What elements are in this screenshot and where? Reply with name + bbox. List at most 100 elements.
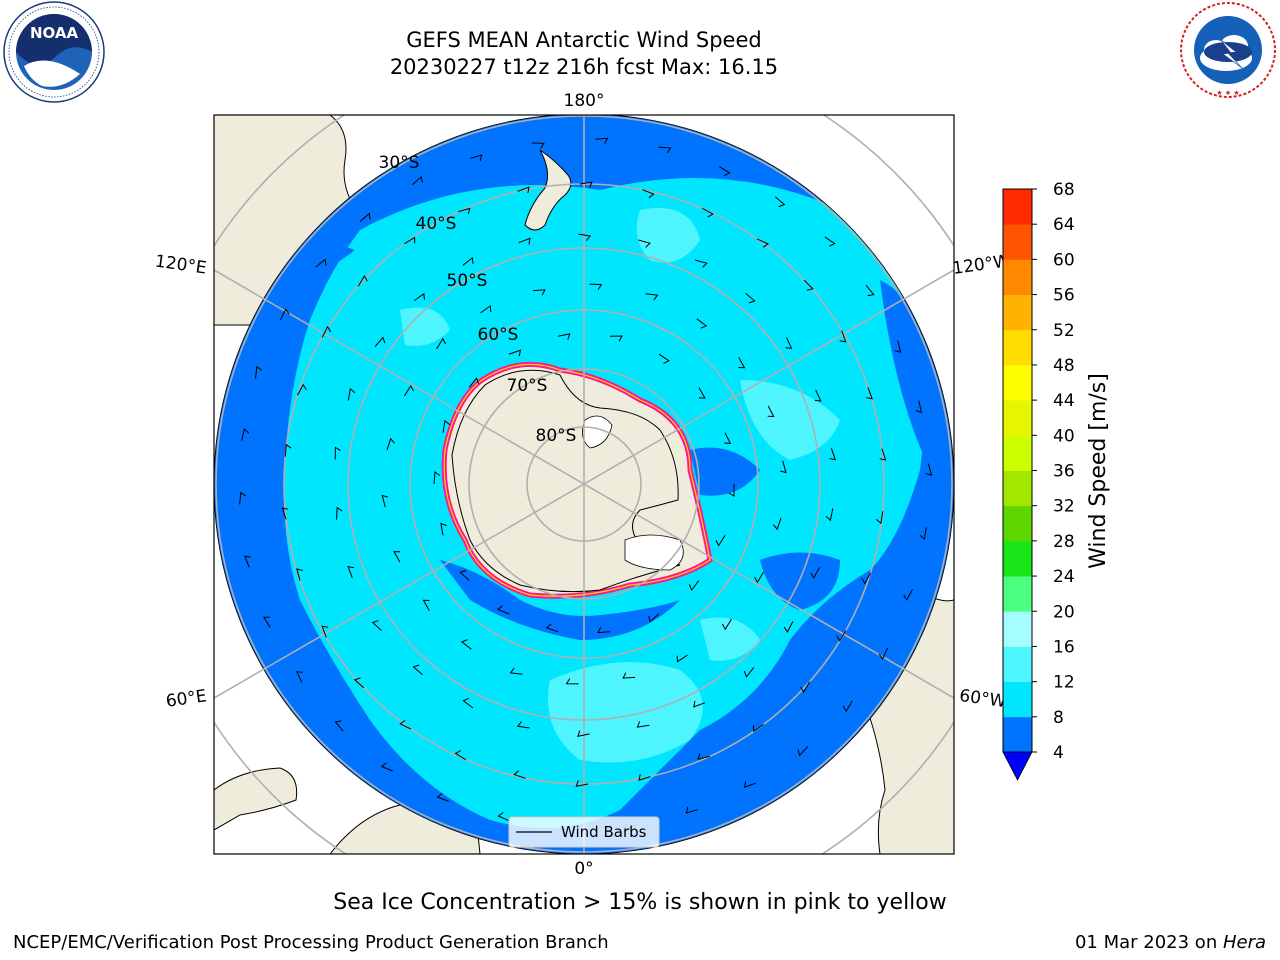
wind-barb	[433, 471, 441, 485]
lat-label-80s: 80°S	[536, 426, 577, 446]
wind-barb	[513, 770, 526, 779]
wind-barb	[336, 506, 343, 520]
colorbar-segment	[1003, 400, 1032, 436]
wind-barb	[321, 625, 329, 638]
wind-barb	[919, 527, 927, 541]
wind-barb	[459, 570, 470, 581]
wind-barb	[241, 428, 250, 441]
wind-barb	[321, 325, 332, 338]
wind-barb	[879, 448, 887, 461]
wind-barb	[422, 599, 430, 612]
wind-barb	[334, 446, 341, 460]
wind-barb	[413, 292, 425, 302]
lon-label-0: 0°	[574, 859, 593, 879]
wind-barb	[702, 207, 714, 218]
wind-barb	[460, 639, 472, 650]
wind-barb	[462, 697, 474, 709]
colorbar-tick-label: 12	[1053, 673, 1075, 693]
wind-barb	[577, 730, 590, 737]
wind-barb	[842, 700, 853, 713]
colorbar-tick-label: 40	[1053, 426, 1075, 446]
colorbar-tick-label: 56	[1053, 286, 1075, 306]
wind-barb	[509, 667, 523, 675]
wind-barb	[693, 700, 706, 708]
colorbar-tick-label: 60	[1053, 250, 1075, 270]
wind-barb	[676, 654, 688, 663]
wind-barb	[508, 349, 522, 357]
wind-barb	[622, 672, 636, 679]
colorbar-label: Wind Speed [m/s]	[1086, 373, 1111, 569]
wind-barb	[579, 181, 593, 189]
chart-title: GEFS MEAN Antarctic Wind Speed	[406, 28, 762, 52]
wind-barb	[295, 671, 303, 683]
wind-barb	[695, 259, 708, 268]
footer-date: 01 Mar 2023 on Hera	[1075, 932, 1266, 953]
wind-barb	[752, 723, 764, 733]
map-frame	[213, 114, 955, 855]
wind-barb	[814, 389, 822, 402]
wind-barb	[334, 720, 344, 732]
colorbar-segment	[1003, 505, 1032, 542]
colorbar-segment	[1003, 576, 1032, 612]
wind-barb	[296, 568, 303, 581]
wind-barb	[836, 630, 847, 642]
colorbar-tick-label: 68	[1053, 180, 1075, 200]
wind-barb	[696, 318, 708, 329]
sea-ice-caption: Sea Ice Concentration > 15% is shown in …	[333, 890, 947, 915]
wind-barb	[745, 292, 756, 304]
colorbar-segment	[1003, 329, 1032, 366]
colorbar-segment	[1003, 470, 1032, 507]
colorbar-segment	[1003, 364, 1032, 401]
wind-barb	[785, 337, 793, 349]
wind-barb	[724, 432, 732, 444]
wind-barb	[436, 337, 447, 350]
wind-barb	[824, 236, 836, 247]
colorbar-tick-label: 24	[1053, 567, 1075, 587]
lon-label-60w: 60°W	[958, 686, 1007, 712]
colorbar-tick-label: 36	[1053, 462, 1075, 482]
colorbar-tick-label: 44	[1053, 391, 1075, 411]
wind-barb	[281, 507, 289, 520]
lon-label-120e: 120°E	[154, 252, 208, 279]
lat-label-70s: 70°S	[507, 376, 548, 396]
noaa-logo-text: NOAA	[30, 24, 79, 42]
wind-barb	[480, 305, 492, 314]
colorbar-tick-label: 28	[1053, 532, 1075, 552]
wind-barb	[244, 555, 251, 568]
wind-barb	[609, 335, 623, 342]
wind-barb	[436, 793, 449, 802]
noaa-logo: NOAA	[3, 1, 105, 103]
wind-barb	[412, 664, 423, 676]
colorbar-tick-label: 64	[1053, 215, 1075, 235]
wind-barb	[597, 626, 611, 634]
wind-barb	[353, 677, 365, 689]
wind-barb	[404, 236, 416, 245]
wind-barb	[865, 284, 875, 297]
wind-barb	[780, 460, 787, 474]
wind-barb	[648, 613, 660, 623]
wind-barb	[754, 571, 765, 584]
wind-barb	[575, 780, 589, 787]
wind-barb	[497, 812, 510, 822]
colorbar-tick-label: 4	[1053, 743, 1064, 763]
wind-barb	[374, 336, 386, 347]
wind-barb	[721, 618, 732, 631]
wind-barb	[565, 678, 579, 685]
wind-barb	[743, 667, 755, 678]
wind-barb	[357, 275, 368, 287]
wind-barb	[638, 239, 651, 248]
colorbar-tick-label: 32	[1053, 497, 1075, 517]
wind-barb	[557, 333, 571, 340]
colorbar-segment	[1003, 189, 1032, 225]
nws-logo: ★ ★ ★	[1180, 2, 1276, 98]
wind-barb	[915, 400, 923, 414]
wind-barb	[531, 142, 545, 149]
wind-barb	[315, 258, 327, 268]
wind-barb	[685, 806, 699, 814]
wind-barb	[359, 212, 371, 222]
wind-barb	[399, 720, 412, 730]
colorbar-segment	[1003, 611, 1032, 647]
lon-label-60e: 60°E	[165, 686, 208, 711]
wind-barb	[347, 387, 356, 401]
svg-text:★ ★ ★: ★ ★ ★	[1216, 89, 1239, 97]
